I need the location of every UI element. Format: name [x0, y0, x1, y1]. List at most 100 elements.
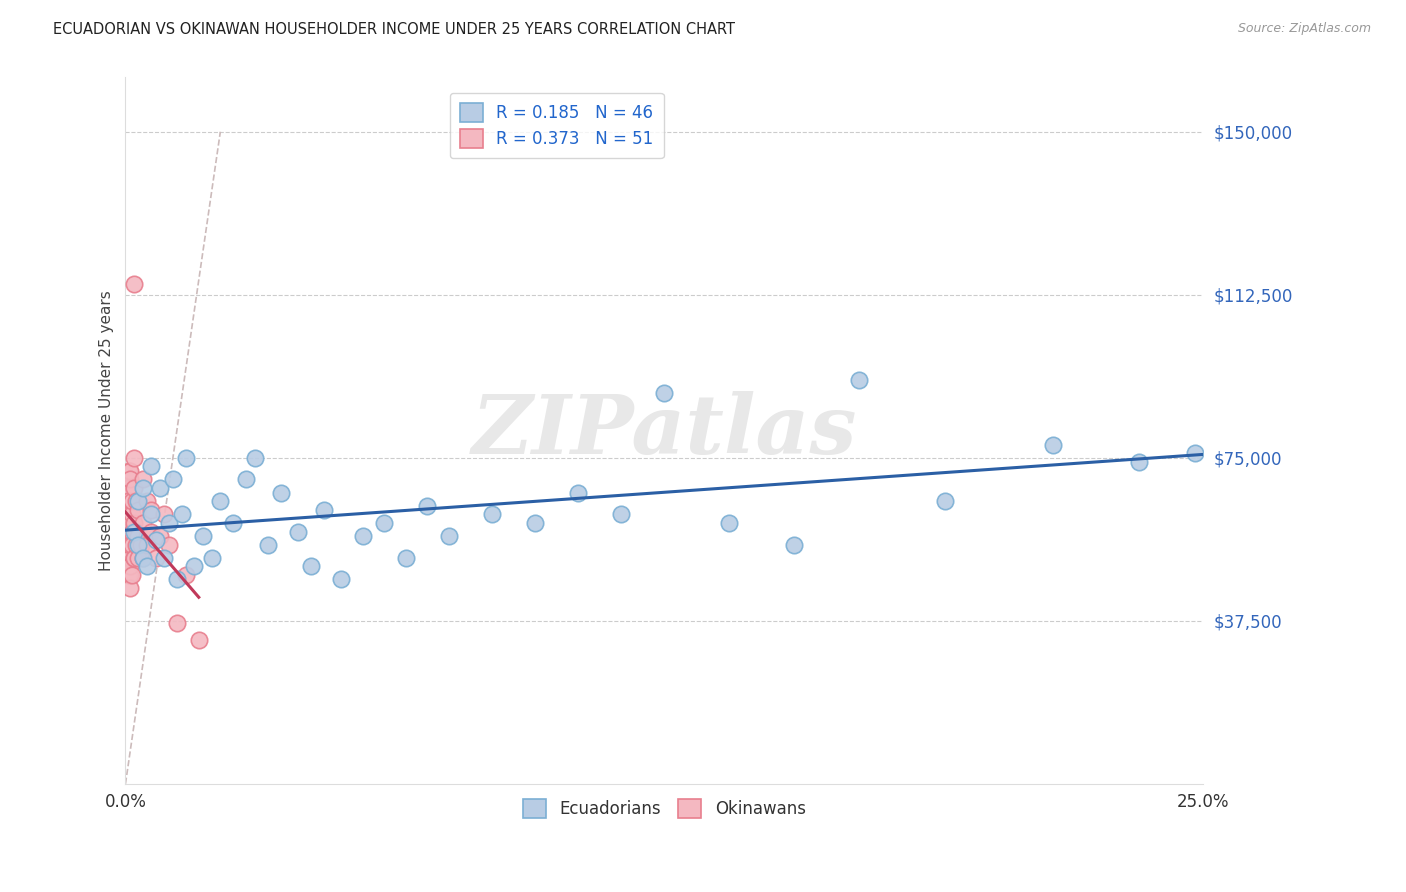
Point [1042, 438, 1064, 452]
Point [132, 473, 155, 487]
Point [352, 529, 374, 543]
Point [117, 550, 139, 565]
Point [567, 485, 589, 500]
Point [481, 508, 503, 522]
Point [122, 524, 145, 539]
Point [1128, 455, 1150, 469]
Point [118, 550, 141, 565]
Point [118, 473, 141, 487]
Point [122, 550, 145, 565]
Point [373, 516, 395, 530]
Point [127, 550, 149, 565]
Point [157, 538, 180, 552]
Point [121, 494, 143, 508]
Point [118, 516, 141, 530]
Point [201, 550, 224, 565]
Point [118, 559, 141, 574]
Point [141, 524, 163, 539]
Point [145, 550, 167, 565]
Point [121, 524, 143, 539]
Point [157, 516, 180, 530]
Point [127, 503, 149, 517]
Point [183, 559, 205, 574]
Point [121, 508, 143, 522]
Point [934, 494, 956, 508]
Point [718, 516, 741, 530]
Point [125, 494, 148, 508]
Point [149, 529, 172, 543]
Point [117, 508, 139, 522]
Point [118, 508, 141, 522]
Point [118, 524, 141, 539]
Point [170, 508, 193, 522]
Point [187, 633, 209, 648]
Point [122, 277, 145, 291]
Point [610, 508, 633, 522]
Point [153, 550, 176, 565]
Point [1184, 446, 1206, 460]
Point [127, 538, 149, 552]
Point [136, 559, 159, 574]
Point [783, 538, 806, 552]
Point [162, 473, 184, 487]
Point [243, 450, 266, 465]
Point [524, 516, 547, 530]
Point [125, 524, 148, 539]
Point [136, 494, 159, 508]
Point [129, 538, 152, 552]
Point [209, 494, 232, 508]
Point [136, 529, 159, 543]
Point [437, 529, 460, 543]
Point [256, 538, 278, 552]
Point [121, 568, 143, 582]
Point [132, 550, 155, 565]
Point [235, 473, 257, 487]
Point [118, 464, 141, 478]
Point [127, 529, 149, 543]
Point [141, 459, 163, 474]
Point [118, 581, 141, 595]
Point [330, 573, 353, 587]
Point [654, 385, 676, 400]
Text: Source: ZipAtlas.com: Source: ZipAtlas.com [1237, 22, 1371, 36]
Point [270, 485, 292, 500]
Point [132, 516, 155, 530]
Point [166, 573, 188, 587]
Point [153, 508, 176, 522]
Text: ZIPatlas: ZIPatlas [472, 391, 858, 471]
Point [136, 538, 159, 552]
Point [118, 568, 141, 582]
Point [287, 524, 309, 539]
Y-axis label: Householder Income Under 25 years: Householder Income Under 25 years [100, 290, 114, 571]
Point [141, 508, 163, 522]
Point [122, 550, 145, 565]
Point [416, 499, 439, 513]
Point [132, 550, 155, 565]
Point [117, 494, 139, 508]
Point [117, 481, 139, 495]
Point [848, 372, 870, 386]
Point [117, 524, 139, 539]
Point [174, 450, 197, 465]
Point [395, 550, 418, 565]
Point [312, 503, 335, 517]
Point [118, 538, 141, 552]
Point [117, 538, 139, 552]
Point [122, 450, 145, 465]
Point [141, 503, 163, 517]
Point [118, 464, 141, 478]
Point [299, 559, 322, 574]
Point [132, 481, 155, 495]
Point [145, 533, 167, 548]
Point [222, 516, 245, 530]
Point [122, 481, 145, 495]
Point [127, 494, 149, 508]
Point [121, 538, 143, 552]
Text: ECUADORIAN VS OKINAWAN HOUSEHOLDER INCOME UNDER 25 YEARS CORRELATION CHART: ECUADORIAN VS OKINAWAN HOUSEHOLDER INCOM… [53, 22, 735, 37]
Legend: Ecuadorians, Okinawans: Ecuadorians, Okinawans [516, 792, 813, 825]
Point [191, 529, 214, 543]
Point [174, 568, 197, 582]
Point [118, 568, 141, 582]
Point [122, 516, 145, 530]
Point [166, 615, 188, 630]
